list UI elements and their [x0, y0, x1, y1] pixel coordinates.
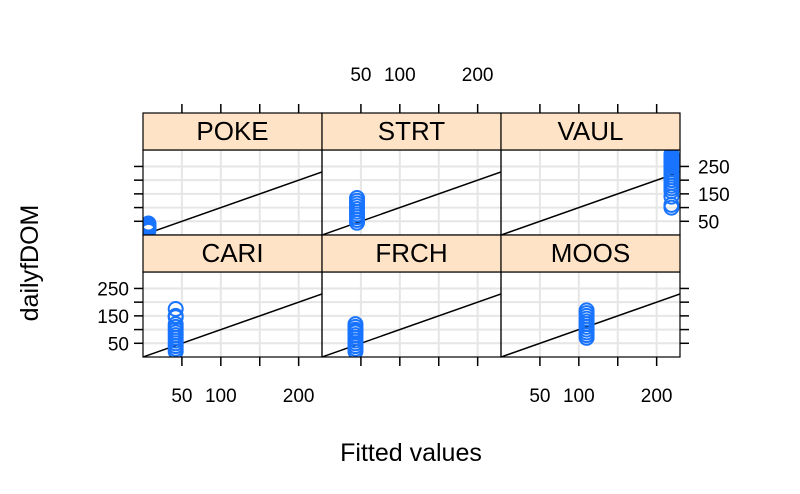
x-tick-label-bottom: 50 [171, 386, 192, 407]
points-layer [143, 150, 680, 357]
x-axis-title: Fitted values [340, 439, 482, 467]
data-point [663, 150, 680, 163]
panel-vaul-marks [501, 150, 680, 235]
data-point [167, 307, 184, 324]
strips-layer: POKE STRT VAUL CARI FRCH MOOS [142, 112, 681, 273]
y-tick-label-left: 50 [108, 334, 129, 355]
panel-strip [500, 234, 681, 273]
strip-label: MOOS [551, 238, 630, 268]
strip-label: STRT [378, 116, 446, 146]
reference-line [143, 171, 322, 235]
x-tick-label-bottom: 100 [563, 386, 595, 407]
data-point [349, 189, 366, 206]
panel-frch-marks [322, 293, 501, 357]
x-tick-label-top: 200 [462, 65, 494, 86]
panel-cari-marks [143, 293, 322, 357]
y-tick-label-right: 250 [698, 157, 730, 178]
panel-strt-marks [322, 171, 501, 235]
panel-poke-marks [143, 171, 322, 235]
y-tick-label-right: 150 [698, 185, 730, 206]
panel-strip [321, 234, 502, 273]
y-tick-label-right: 50 [698, 212, 719, 233]
y-tick-label-left: 150 [97, 307, 129, 328]
x-tick-label-bottom: 100 [205, 386, 237, 407]
reference-line [501, 171, 680, 235]
panel-strip [321, 112, 502, 151]
panel-strip [142, 112, 323, 151]
panel-strip [500, 112, 681, 151]
data-point [578, 302, 595, 319]
data-point [167, 316, 184, 333]
strip-label: POKE [196, 116, 268, 146]
x-tick-label-bottom: 50 [529, 386, 550, 407]
data-point [167, 301, 184, 318]
reference-line [322, 171, 501, 235]
axes-layer: 50 100 200 50 100 200 50 100 200 50 150 250 50 150 250 [97, 65, 729, 407]
panel-moos-marks [501, 293, 680, 357]
strip-label: CARI [201, 238, 263, 268]
strip-label: FRCH [375, 238, 447, 268]
data-point [143, 215, 157, 232]
x-tick-label-top: 100 [384, 65, 416, 86]
x-tick-label-bottom: 200 [641, 386, 673, 407]
x-tick-label-top: 50 [350, 65, 371, 86]
x-tick-label-bottom: 200 [283, 386, 315, 407]
y-axis-title: dailyfDOM [16, 205, 44, 322]
data-point [347, 316, 364, 333]
y-tick-label-left: 250 [97, 279, 129, 300]
panel-strip [142, 234, 323, 273]
strip-label: VAUL [558, 116, 624, 146]
